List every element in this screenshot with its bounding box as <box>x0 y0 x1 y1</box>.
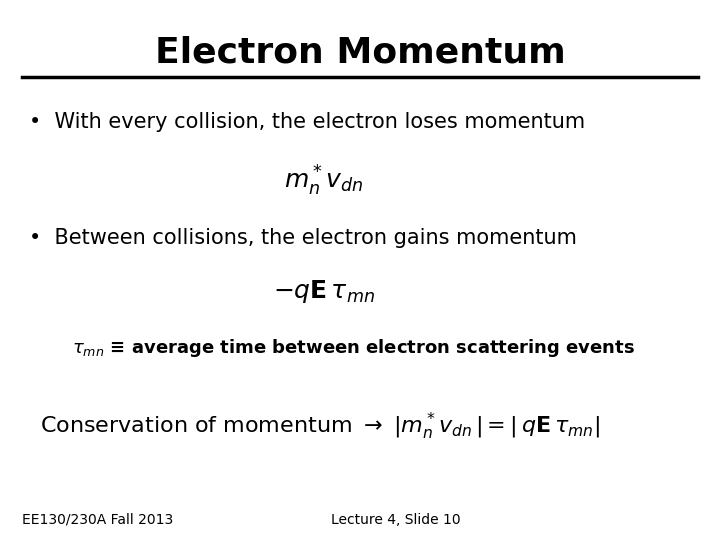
Text: $-q\mathbf{E}\,\tau_{mn}$: $-q\mathbf{E}\,\tau_{mn}$ <box>273 278 375 305</box>
Text: Electron Momentum: Electron Momentum <box>155 35 565 69</box>
Text: Conservation of momentum $\rightarrow$ $|m_n^*v_{dn}\,| = |\,q\mathbf{E}\,\tau_{: Conservation of momentum $\rightarrow$ $… <box>40 411 599 442</box>
Text: $m_n^*v_{dn}$: $m_n^*v_{dn}$ <box>284 164 364 198</box>
Text: $\tau_{mn}$ ≡ average time between electron scattering events: $\tau_{mn}$ ≡ average time between elect… <box>72 338 635 359</box>
Text: •  With every collision, the electron loses momentum: • With every collision, the electron los… <box>29 111 585 132</box>
Text: •  Between collisions, the electron gains momentum: • Between collisions, the electron gains… <box>29 227 577 248</box>
Text: Lecture 4, Slide 10: Lecture 4, Slide 10 <box>331 512 461 526</box>
Text: EE130/230A Fall 2013: EE130/230A Fall 2013 <box>22 512 173 526</box>
